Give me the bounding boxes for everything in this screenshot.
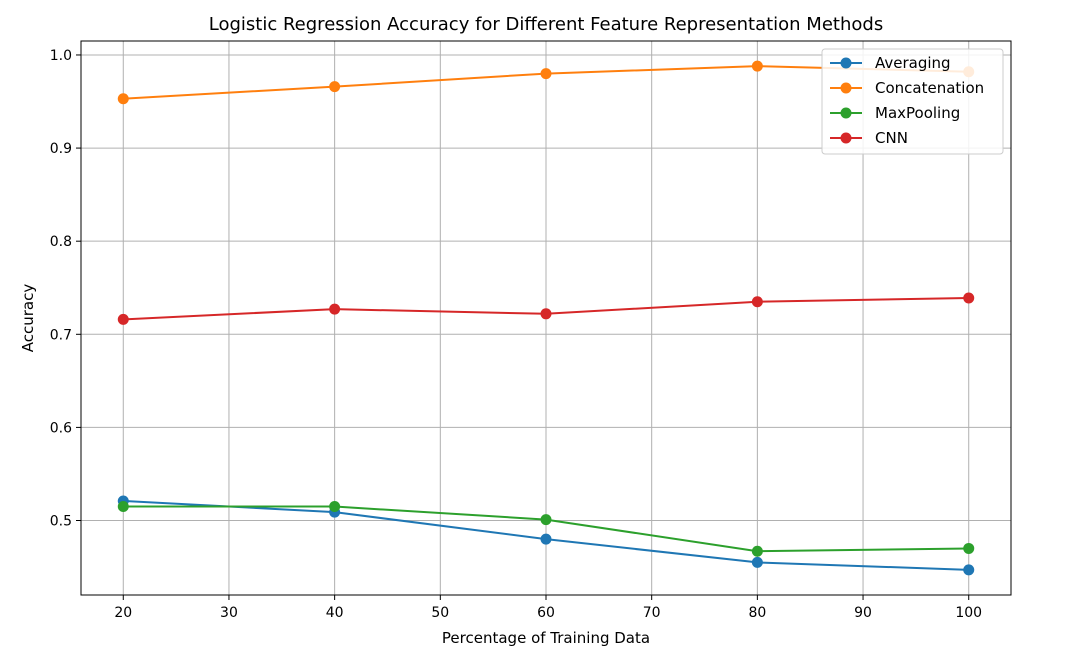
x-axis-label: Percentage of Training Data bbox=[442, 629, 650, 647]
x-tick-label: 90 bbox=[854, 605, 872, 621]
x-tick-label: 20 bbox=[114, 605, 132, 621]
x-tick-label: 30 bbox=[220, 605, 238, 621]
legend-label: Averaging bbox=[875, 54, 951, 72]
legend-label: MaxPooling bbox=[875, 104, 960, 122]
legend-item: Concatenation bbox=[830, 79, 984, 97]
data-point bbox=[751, 296, 763, 308]
legend-item: MaxPooling bbox=[830, 104, 960, 122]
data-point bbox=[751, 60, 763, 72]
data-point bbox=[540, 68, 552, 80]
x-tick-label: 60 bbox=[537, 605, 555, 621]
axis-ticks: 20 30 40 50 60 70 80 90 100 0.5 0.6 0.7 0.8 0.9 1.0 bbox=[50, 48, 982, 621]
data-point bbox=[751, 556, 763, 568]
data-point bbox=[963, 564, 975, 576]
x-tick-label: 100 bbox=[955, 605, 982, 621]
data-point bbox=[329, 501, 341, 513]
data-point bbox=[540, 533, 552, 545]
x-tick-label: 80 bbox=[748, 605, 766, 621]
y-tick-label: 0.6 bbox=[50, 420, 72, 436]
legend: Averaging Concatenation MaxPooling CNN bbox=[821, 48, 1004, 155]
y-tick-label: 1.0 bbox=[50, 48, 72, 64]
data-point bbox=[329, 81, 341, 93]
y-tick-label: 0.5 bbox=[50, 514, 72, 530]
y-tick-label: 0.9 bbox=[50, 141, 72, 157]
data-point bbox=[540, 308, 552, 320]
data-point bbox=[963, 292, 975, 304]
data-point bbox=[117, 313, 129, 325]
x-tick-label: 70 bbox=[643, 605, 661, 621]
legend-marker bbox=[840, 132, 852, 144]
x-tick-label: 50 bbox=[431, 605, 449, 621]
data-point bbox=[117, 93, 129, 105]
data-point bbox=[117, 501, 129, 513]
legend-marker bbox=[840, 82, 852, 94]
legend-marker bbox=[840, 57, 852, 69]
x-tick-label: 40 bbox=[326, 605, 344, 621]
legend-label: CNN bbox=[875, 129, 908, 147]
chart-title: Logistic Regression Accuracy for Differe… bbox=[209, 14, 883, 35]
data-point bbox=[751, 545, 763, 557]
legend-marker bbox=[840, 107, 852, 119]
legend-label: Concatenation bbox=[875, 79, 984, 97]
series-maxpooling bbox=[117, 501, 975, 557]
data-point bbox=[540, 514, 552, 526]
series-cnn bbox=[117, 292, 975, 325]
y-tick-label: 0.8 bbox=[50, 234, 72, 250]
legend-box bbox=[821, 48, 1004, 155]
legend-item: CNN bbox=[830, 129, 908, 147]
legend-item: Averaging bbox=[830, 54, 951, 72]
plot-area-frame bbox=[80, 40, 1012, 596]
y-axis-label: Accuracy bbox=[19, 284, 37, 353]
data-point bbox=[329, 303, 341, 315]
y-tick-label: 0.7 bbox=[50, 327, 72, 343]
data-point bbox=[963, 542, 975, 554]
